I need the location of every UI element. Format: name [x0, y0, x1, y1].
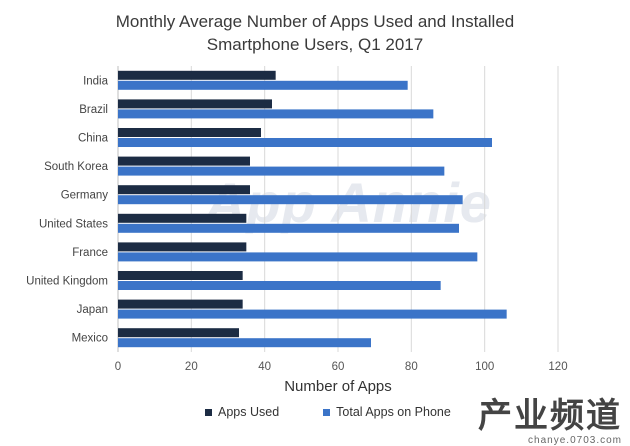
x-axis-label: Number of Apps: [284, 378, 392, 395]
bar-apps-used-brazil: [118, 99, 272, 109]
bar-apps-used-mexico: [118, 328, 239, 338]
bar-apps-used-china: [118, 128, 261, 137]
y-tick-label-south-korea: South Korea: [44, 161, 109, 173]
bar-apps-used-france: [118, 242, 247, 252]
x-tick-label-20: 20: [185, 361, 198, 373]
y-tick-label-china: China: [78, 133, 109, 145]
bar-apps-used-south-korea: [118, 156, 250, 166]
site-watermark-name: 产业频道: [478, 396, 622, 436]
y-tick-label-india: India: [83, 75, 109, 87]
site-watermark: 产业频道 chanye.0703.com: [478, 388, 622, 446]
bar-apps-used-germany: [118, 185, 250, 195]
legend-swatch-apps-used: [205, 408, 212, 416]
bar-total-apps-on-phone-india: [118, 80, 408, 90]
bar-total-apps-on-phone-germany: [118, 195, 463, 205]
legend: Apps Used Total Apps on Phone: [205, 405, 451, 419]
legend-item-apps-used: Apps Used: [205, 405, 279, 419]
legend-swatch-total-apps: [323, 408, 331, 416]
x-tick-label-60: 60: [332, 361, 345, 373]
bar-apps-used-india: [118, 70, 276, 80]
chart-title-line-2: Smartphone Users, Q1 2017: [206, 35, 424, 54]
bar-total-apps-on-phone-brazil: [118, 109, 434, 119]
bar-apps-used-japan: [118, 299, 243, 309]
legend-label-total-apps: Total Apps on Phone: [336, 405, 451, 419]
y-tick-label-france: France: [72, 247, 108, 259]
bar-total-apps-on-phone-china: [118, 138, 492, 147]
bar-total-apps-on-phone-japan: [118, 309, 507, 319]
y-tick-label-brazil: Brazil: [79, 104, 108, 116]
bar-apps-used-united-states: [118, 213, 247, 223]
bar-apps-used-united-kingdom: [118, 271, 243, 280]
bar-total-apps-on-phone-south-korea: [118, 166, 445, 176]
chart-title-line-1: Monthly Average Number of Apps Used and …: [115, 12, 515, 31]
y-tick-label-germany: Germany: [61, 190, 109, 202]
x-tick-label-40: 40: [258, 361, 271, 373]
legend-label-apps-used: Apps Used: [218, 405, 280, 419]
bar-total-apps-on-phone-france: [118, 252, 478, 262]
x-tick-label-120: 120: [548, 361, 567, 373]
bar-total-apps-on-phone-united-kingdom: [118, 281, 441, 290]
bar-total-apps-on-phone-united-states: [118, 223, 459, 233]
bar-total-apps-on-phone-mexico: [118, 338, 371, 348]
legend-item-total-apps: Total Apps on Phone: [323, 405, 451, 419]
y-tick-label-united-states: United States: [39, 218, 108, 230]
x-tick-label-0: 0: [115, 361, 121, 373]
y-tick-label-mexico: Mexico: [72, 333, 108, 345]
y-tick-label-united-kingdom: United Kingdom: [26, 276, 108, 288]
y-tick-label-japan: Japan: [77, 304, 108, 316]
x-tick-label-100: 100: [475, 361, 494, 373]
x-tick-label-80: 80: [405, 361, 418, 373]
